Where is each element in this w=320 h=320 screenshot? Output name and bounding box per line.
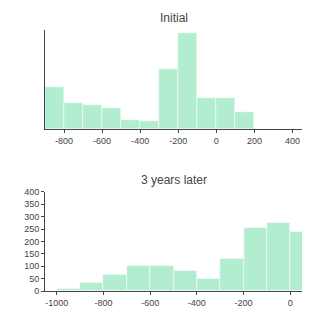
svg-text:50: 50 bbox=[29, 274, 39, 284]
svg-text:300: 300 bbox=[24, 212, 39, 222]
svg-text:-800: -800 bbox=[55, 136, 73, 146]
svg-text:0: 0 bbox=[214, 136, 219, 146]
svg-text:-200: -200 bbox=[169, 136, 187, 146]
svg-text:350: 350 bbox=[24, 199, 39, 209]
svg-text:-400: -400 bbox=[131, 136, 149, 146]
svg-text:-600: -600 bbox=[141, 298, 159, 308]
svg-text:-400: -400 bbox=[188, 298, 206, 308]
svg-text:0: 0 bbox=[34, 286, 39, 296]
svg-text:-1000: -1000 bbox=[45, 298, 68, 308]
svg-text:-800: -800 bbox=[94, 298, 112, 308]
svg-text:200: 200 bbox=[24, 237, 39, 247]
svg-text:100: 100 bbox=[24, 261, 39, 271]
svg-text:150: 150 bbox=[24, 249, 39, 259]
svg-text:Initial: Initial bbox=[160, 11, 188, 25]
svg-text:-600: -600 bbox=[93, 136, 111, 146]
svg-text:200: 200 bbox=[247, 136, 262, 146]
svg-text:3 years later: 3 years later bbox=[141, 173, 207, 187]
svg-text:400: 400 bbox=[285, 136, 300, 146]
svg-text:250: 250 bbox=[24, 224, 39, 234]
svg-text:-200: -200 bbox=[235, 298, 253, 308]
svg-text:400: 400 bbox=[24, 187, 39, 197]
svg-text:0: 0 bbox=[288, 298, 293, 308]
